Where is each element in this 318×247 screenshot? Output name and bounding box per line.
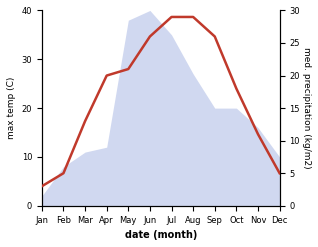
Y-axis label: max temp (C): max temp (C) [7, 77, 16, 139]
Y-axis label: med. precipitation (kg/m2): med. precipitation (kg/m2) [302, 47, 311, 169]
X-axis label: date (month): date (month) [125, 230, 197, 240]
